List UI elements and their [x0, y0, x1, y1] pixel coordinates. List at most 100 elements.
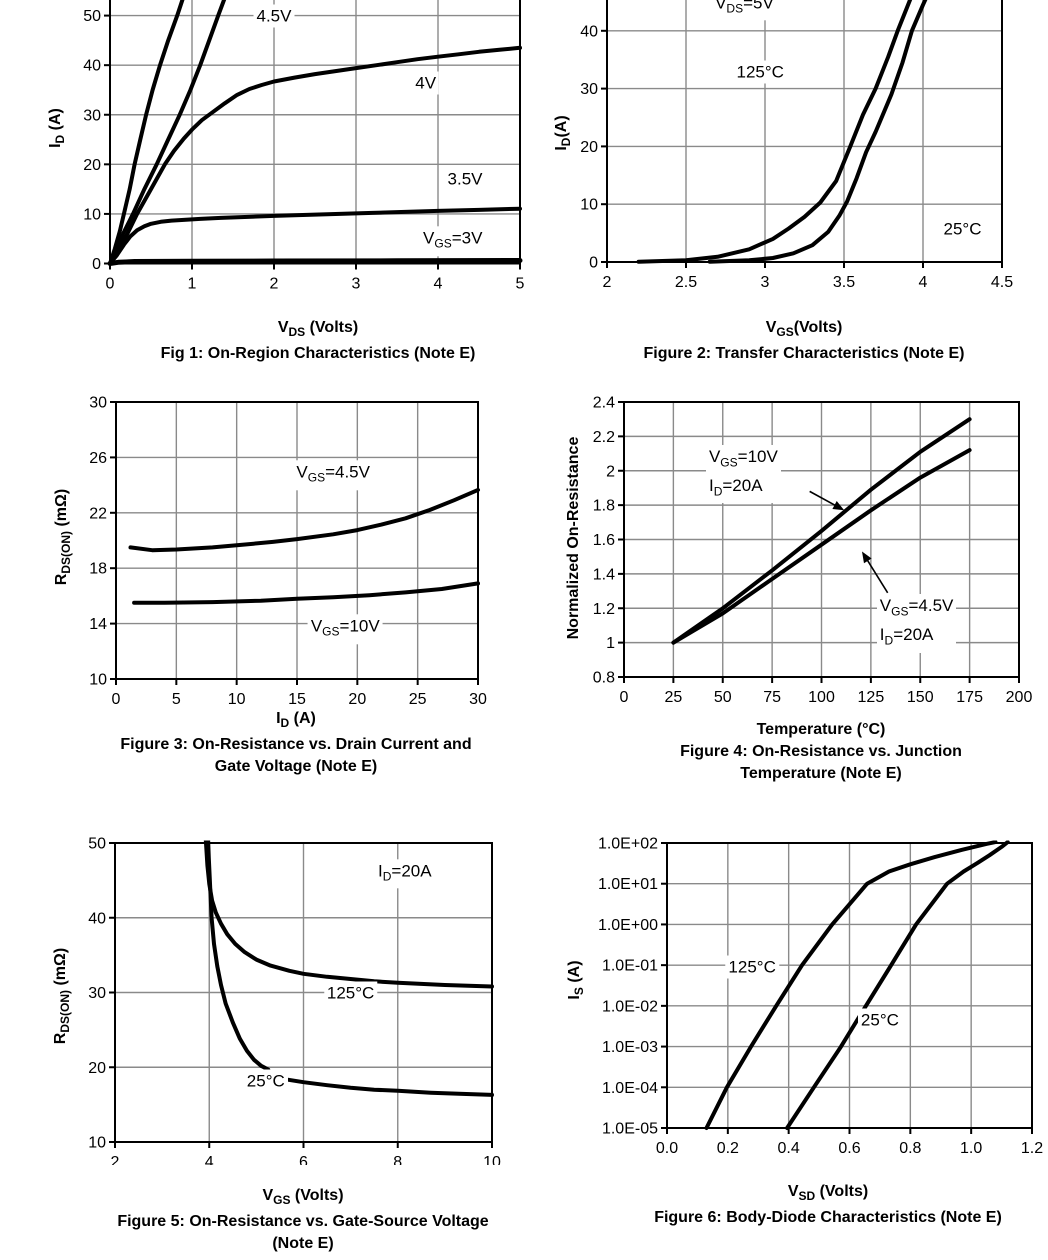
figure-4-xaxis-label: Temperature (°C)	[756, 721, 886, 738]
figure-1-caption: VDS (Volts) Fig 1: On-Region Characterist…	[161, 317, 476, 365]
figure-6-y-tick-label: 1.0E+02	[598, 836, 658, 853]
figure-3-x-tick-label: 20	[348, 691, 366, 705]
figure-4-y-tick-label: 1.4	[593, 566, 615, 583]
figure-6-x-tick-label: 0.0	[656, 1140, 678, 1157]
figure-5-x-tick-label: 8	[393, 1154, 402, 1165]
figure-2-y-tick-label: 20	[580, 139, 598, 156]
figure-3-x-tick-label: 10	[228, 691, 246, 705]
figure-4-callout-arrowhead-icon	[832, 501, 845, 511]
figure-2-y-tick-label: 0	[589, 255, 598, 272]
figure-1-y-tick-label: 20	[83, 157, 101, 174]
figure-6-annotation-1: 25°C	[857, 1008, 902, 1032]
figure-4-x-tick-label: 75	[763, 689, 781, 705]
figure-4-x-tick-label: 100	[808, 689, 835, 705]
figure-3-x-tick-label: 5	[172, 691, 181, 705]
figure-3-y-tick-label: 18	[89, 561, 107, 578]
figure-3-y-tick-label: 26	[89, 450, 107, 467]
figure-5-yaxis-label: RDS(ON) (mΩ)	[51, 947, 73, 1045]
figure-6-y-tick-label: 1.0E+00	[598, 917, 658, 934]
figure-6-curve-temp-25c	[785, 840, 1010, 1130]
figure-3-y-tick-label: 30	[89, 395, 107, 412]
figure-4-y-tick-label: 2.4	[593, 395, 615, 412]
figure-4-caption: Temperature (°C) Figure 4: On-Resistance …	[680, 719, 962, 785]
figure-4-y-tick-label: 1.8	[593, 498, 615, 515]
figure-3-xaxis-label: ID (A)	[276, 710, 316, 731]
figure-2-x-tick-label: 2.5	[675, 274, 697, 291]
figure-5-x-tick-label: 2	[111, 1154, 120, 1165]
figure-4-yaxis-label: Normalized On-Resistance	[565, 436, 582, 640]
figure-5-x-tick-label: 6	[299, 1154, 308, 1165]
figure-1-x-tick-label: 3	[352, 276, 361, 293]
figure-3-annotation-0: VGS=4.5V	[293, 460, 373, 491]
figure-5-y-tick-label: 40	[88, 910, 106, 927]
figure-5-xaxis-label: VGS (Volts)	[262, 1187, 344, 1208]
figure-3-y-tick-label: 10	[89, 672, 107, 689]
figure-2-y-tick-label: 40	[580, 23, 598, 40]
figure-5-annotation-2: 25°C	[243, 1069, 288, 1093]
figure-1-x-tick-label: 5	[516, 276, 524, 293]
figure-5-y-tick-label: 20	[88, 1060, 106, 1077]
figure-3-curve-vgs-4p5v	[128, 487, 480, 553]
figure-6-y-tick-label: 1.0E-05	[602, 1121, 658, 1138]
figure-1-title-line-0: Fig 1: On-Region Characteristics (Note E…	[160, 345, 476, 363]
figure-6-y-tick-label: 1.0E-04	[602, 1080, 658, 1097]
figure-1-x-tick-label: 4	[434, 276, 443, 293]
figure-4-y-tick-label: 2	[606, 463, 615, 480]
figure-5-caption: VGS (Volts) Figure 5: On-Resistance vs. G…	[117, 1185, 488, 1255]
figure-4-x-tick-label: 125	[858, 689, 885, 705]
figure-1-curve-vgs-unlabeled-steep	[108, 0, 185, 266]
figure-2-xaxis-label: VGS(Volts)	[765, 319, 843, 340]
figure-4-title-line-1: Temperature (Note E)	[740, 765, 902, 782]
figure-3-x-tick-label: 30	[469, 691, 487, 705]
figure-4-curve-vgs-10v-id-20a	[671, 417, 972, 645]
figure-5-title-line-1: (Note E)	[272, 1235, 334, 1253]
figure-5-y-tick-label: 30	[88, 985, 106, 1002]
figure-4-y-tick-label: 1.6	[593, 532, 615, 549]
figure-6-yaxis-label: IS (A)	[565, 960, 587, 1000]
figure-2-y-tick-label: 30	[580, 81, 598, 98]
figure-2-title-line-0: Figure 2: Transfer Characteristics (Note…	[643, 345, 965, 363]
figure-1-x-tick-label: 1	[188, 276, 197, 293]
figure-6-y-tick-label: 1.0E-03	[602, 1039, 658, 1056]
figure-4-callout-arrowhead-icon	[861, 551, 872, 564]
figure-5-x-tick-label: 10	[483, 1154, 501, 1165]
figure-6-x-tick-label: 0.8	[899, 1140, 921, 1157]
figure-3-y-tick-label: 22	[89, 505, 107, 522]
figure-1-x-tick-label: 0	[106, 276, 115, 293]
figure-1-annotation-3: VGS=3V	[420, 226, 486, 256]
figure-5-annotation-0: ID=20A	[375, 858, 435, 889]
figure-2-x-tick-label: 4	[919, 274, 928, 291]
figure-1-x-tick-label: 2	[270, 276, 279, 293]
figure-5-x-tick-label: 4	[205, 1154, 214, 1165]
figure-2-yaxis-label: ID(A)	[552, 115, 574, 151]
figure-3-annotation-1: VGS=10V	[307, 614, 383, 644]
figure-4-x-tick-label: 200	[1006, 689, 1033, 705]
figure-3-title-line-0: Figure 3: On-Resistance vs. Drain Curren…	[120, 736, 472, 754]
figure-4-callout-arrow-line	[809, 490, 838, 508]
figure-4-y-tick-label: 1	[606, 635, 615, 652]
figure-3-curve-vgs-10v	[132, 581, 480, 605]
figure-1-curve-vgs-4v	[108, 45, 522, 266]
figure-5-plot: 2 4 6 8 10 10 20 30 40 50	[88, 836, 501, 1166]
figure-3-yaxis-label: RDS(ON) (mΩ)	[52, 488, 74, 586]
figure-3-caption: ID (A) Figure 3: On-Resistance vs. Drain …	[120, 708, 471, 778]
figure-1-curve-vgs-3p5v	[108, 206, 522, 266]
figure-6-y-tick-label: 1.0E-01	[602, 958, 658, 975]
figure-6-xaxis-label: VSD (Volts)	[787, 1183, 869, 1204]
figure-4-y-tick-label: 0.8	[593, 670, 615, 687]
figure-4-x-tick-label: 150	[907, 689, 934, 705]
figure-4-x-tick-label: 50	[714, 689, 732, 705]
figure-1-y-tick-label: 10	[83, 206, 101, 223]
figure-6-caption: VSD (Volts) Figure 6: Body-Diode Characte…	[654, 1181, 1002, 1229]
figure-1-y-tick-label: 50	[83, 8, 101, 25]
figure-2-annotation-2: 25°C	[940, 217, 985, 241]
figure-6-x-tick-label: 1.2	[1021, 1140, 1043, 1157]
figure-6-title-line-0: Figure 6: Body-Diode Characteristics (No…	[654, 1209, 1002, 1227]
figure-1-annotation-0: 4.5V	[253, 4, 295, 28]
figure-3-plot: 0 5 10 15 20 25 30 10 14 18 22 26 30	[89, 395, 487, 706]
figure-1-xaxis-label: VDS (Volts)	[277, 319, 359, 340]
figure-2-y-tick-label: 10	[580, 197, 598, 214]
figure-2-annotation-0: VDS=5V	[712, 0, 777, 21]
